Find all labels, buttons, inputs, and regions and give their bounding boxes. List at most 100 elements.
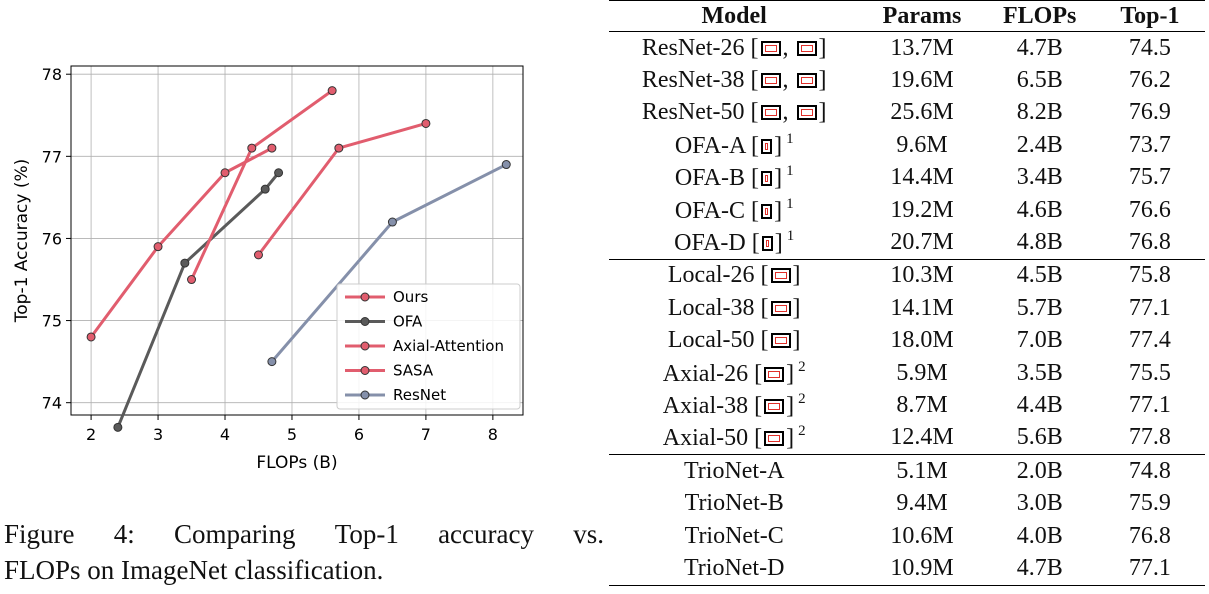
x-tick-label: 5 bbox=[287, 425, 297, 444]
cell-flops: 6.5B bbox=[1016, 67, 1063, 94]
citation-close-bracket: ] bbox=[818, 99, 827, 126]
series-line bbox=[89, 146, 274, 339]
plot-frame bbox=[70, 65, 524, 416]
cell-top1: 76.6 bbox=[1128, 196, 1171, 223]
cell-flops: 4.6B bbox=[1016, 196, 1063, 223]
header-model: Model bbox=[701, 2, 767, 29]
citation-close-bracket: ] bbox=[786, 392, 795, 419]
footnote-marker: 1 bbox=[786, 228, 795, 245]
legend-marker bbox=[360, 341, 370, 351]
data-point bbox=[421, 118, 431, 128]
cell-flops: 2.4B bbox=[1016, 131, 1063, 158]
table-row: Axial-38 [] 2 8.7M 4.4B 77.1 bbox=[609, 389, 1205, 421]
cell-model: Axial-50 [] 2 bbox=[609, 421, 860, 456]
table-row: OFA-C [] 1 19.2M 4.6B 76.6 bbox=[609, 194, 1205, 226]
cell-top1: 76.8 bbox=[1094, 226, 1205, 260]
legend-label: Axial-Attention bbox=[393, 337, 504, 355]
cell-flops: 5.7B bbox=[1016, 294, 1063, 321]
data-point bbox=[220, 168, 230, 178]
table-row: TrioNet-D 10.9M 4.7B 77.1 bbox=[609, 552, 1205, 586]
data-point bbox=[501, 160, 511, 170]
cell-model: Local-26 [] bbox=[609, 259, 859, 292]
cell-model: OFA-C [] 1 bbox=[609, 194, 859, 226]
cell-params: 14.1M bbox=[890, 294, 954, 321]
footnote-marker: 2 bbox=[798, 358, 806, 375]
cell-flops: 3.4B bbox=[1016, 164, 1063, 191]
legend-label: OFA bbox=[393, 313, 423, 331]
x-tick-label: 7 bbox=[421, 425, 431, 444]
cell-top1: 74.8 bbox=[1128, 457, 1171, 484]
cell-params: 10.9M bbox=[859, 552, 985, 586]
cell-model: OFA-B [] 1 bbox=[609, 162, 859, 194]
data-point bbox=[187, 275, 197, 285]
citation-close-bracket: ] bbox=[818, 67, 827, 94]
table-row: ResNet-38 [, ] 19.6M 6.5B 76.2 bbox=[609, 64, 1205, 96]
footnote-marker: 2 bbox=[798, 423, 806, 440]
citation-close-bracket: ] bbox=[792, 294, 801, 321]
cell-flops: 7.0B bbox=[1016, 327, 1063, 354]
citation-close-bracket: ] bbox=[786, 360, 795, 387]
cell-model: TrioNet-B bbox=[609, 487, 859, 519]
caption-line-2: FLOPs on ImageNet classification. bbox=[4, 555, 384, 585]
cell-top1: 73.7 bbox=[1128, 131, 1171, 158]
table-row: OFA-B [] 1 14.4M 3.4B 75.7 bbox=[609, 162, 1205, 194]
cell-flops: 2.0B bbox=[1016, 457, 1063, 484]
header-top1: Top-1 bbox=[1120, 2, 1180, 29]
cell-model: TrioNet-A bbox=[609, 455, 859, 488]
citation-box-icon bbox=[796, 40, 817, 56]
cell-top1: 77.1 bbox=[1094, 552, 1205, 586]
footnote-marker: 1 bbox=[786, 130, 794, 147]
header-flops: FLOPs bbox=[1003, 2, 1077, 29]
table-row: TrioNet-B 9.4M 3.0B 75.9 bbox=[609, 487, 1205, 519]
legend-label: ResNet bbox=[393, 386, 446, 404]
cell-top1: 76.2 bbox=[1128, 67, 1171, 94]
cell-params: 10.6M bbox=[890, 522, 954, 549]
table-row: Local-50 [] 18.0M 7.0B 77.4 bbox=[609, 325, 1205, 357]
cell-model: Local-38 [] bbox=[609, 292, 859, 324]
y-tick-label: 75 bbox=[42, 312, 62, 331]
citation-box-icon bbox=[760, 73, 781, 89]
citation-box-icon bbox=[764, 366, 785, 382]
citation-box-icon bbox=[770, 300, 791, 316]
citation-box-icon bbox=[764, 398, 785, 414]
cell-top1: 77.8 bbox=[1094, 421, 1205, 456]
citation-box-icon bbox=[760, 105, 781, 121]
cell-params: 12.4M bbox=[859, 421, 985, 456]
cell-params: 13.7M bbox=[890, 34, 954, 61]
citation-box-icon bbox=[796, 105, 817, 121]
model-name: ResNet-38 [ bbox=[641, 67, 759, 94]
citation-close-bracket: ] bbox=[774, 197, 783, 224]
cell-params: 20.7M bbox=[859, 226, 985, 260]
cell-params: 19.2M bbox=[890, 196, 954, 223]
caption-word: 4: bbox=[113, 519, 135, 549]
model-name: ResNet-50 [ bbox=[641, 99, 759, 126]
cell-flops: 4.4B bbox=[1016, 391, 1063, 418]
cell-top1: 75.5 bbox=[1128, 359, 1171, 386]
citation-box-icon bbox=[770, 268, 791, 284]
cell-model: ResNet-50 [, ] bbox=[641, 99, 827, 126]
data-point bbox=[260, 184, 270, 194]
cell-params: 10.3M bbox=[890, 262, 954, 289]
citation-box-icon bbox=[796, 73, 817, 89]
cell-model: TrioNet-C bbox=[609, 520, 859, 552]
table-row: TrioNet-A 5.1M 2.0B 74.8 bbox=[609, 455, 1205, 488]
table-row: OFA-D [] 1 20.7M 4.8B 76.8 bbox=[609, 226, 1205, 260]
x-tick-label: 6 bbox=[354, 425, 364, 444]
cell-flops: 4.8B bbox=[984, 226, 1095, 260]
cell-params: 18.0M bbox=[890, 327, 954, 354]
cell-flops: 3.0B bbox=[1016, 490, 1063, 517]
table-group: ResNet-26 [, ] 13.7M 4.7B 74.5 ResNet-38 [, … bbox=[609, 32, 1205, 260]
caption-word: Comparing bbox=[173, 519, 296, 549]
results-table: Model Params FLOPs Top-1 ResNet-26 [, ] 1… bbox=[609, 0, 1205, 586]
legend-marker bbox=[360, 366, 370, 375]
cell-top1: 75.7 bbox=[1128, 164, 1171, 191]
legend-marker bbox=[360, 317, 370, 326]
x-tick-label: 8 bbox=[488, 425, 498, 444]
model-name: OFA-D [ bbox=[674, 230, 760, 257]
cell-model: OFA-A [] 1 bbox=[609, 129, 859, 161]
model-name: OFA-A [ bbox=[674, 132, 760, 159]
data-point bbox=[387, 217, 397, 227]
table-row: ResNet-26 [, ] 13.7M 4.7B 74.5 bbox=[609, 32, 1205, 65]
caption-word: Figure bbox=[4, 519, 75, 549]
model-name: TrioNet-C bbox=[684, 522, 784, 549]
